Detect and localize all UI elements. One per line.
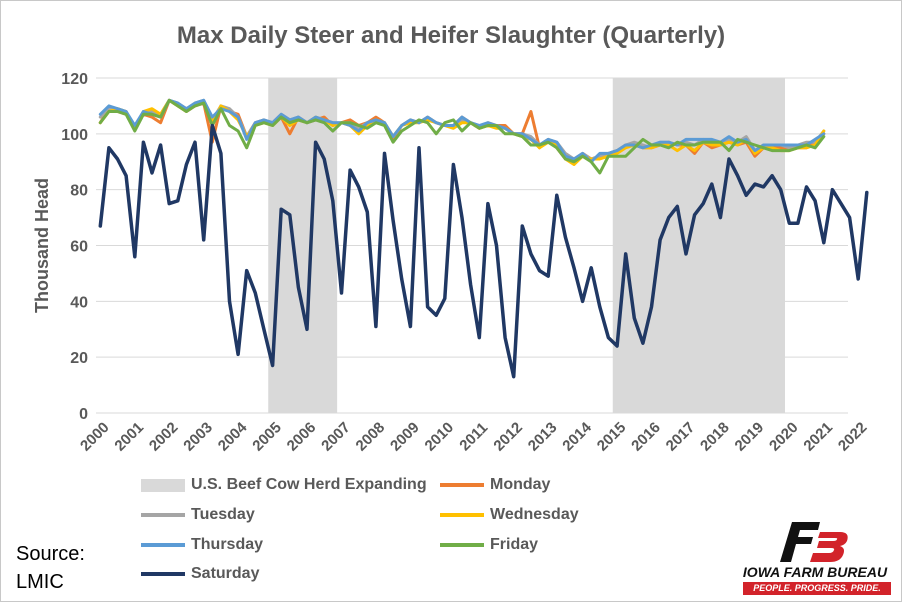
farm-bureau-logo-icon [780,522,848,562]
y-tick-label-40: 40 [70,294,88,311]
x-tick-label-2020: 2020 [766,419,802,455]
x-tick-label-2021: 2021 [800,419,836,455]
y-tick-label-0: 0 [79,406,88,423]
legend-swatch-saturday [141,572,185,576]
x-tick-label-2002: 2002 [146,419,182,455]
legend-swatch-thursday [141,543,185,547]
legend-item-saturday: Saturday [141,565,259,583]
legend-label-cow-herd: U.S. Beef Cow Herd Expanding [191,476,427,493]
legend-swatch-wednesday [440,513,484,517]
x-tick-label-2004: 2004 [215,419,251,455]
x-tick-label-2001: 2001 [111,419,147,455]
x-tick-label-2005: 2005 [249,419,285,455]
legend-swatch-monday [440,483,484,487]
y-axis-label: Thousand Head [32,178,52,313]
source-note: Source: LMIC [16,540,85,596]
y-tick-label-80: 80 [70,183,88,200]
legend-swatch-tuesday [141,513,185,517]
legend-label-monday: Monday [490,476,551,493]
x-tick-label-2019: 2019 [732,419,768,455]
series-line-saturday [98,123,869,379]
legend-label-thursday: Thursday [191,536,264,553]
x-tick-label-2013: 2013 [525,419,561,455]
legend-label-friday: Friday [490,536,539,553]
x-tick-label-2006: 2006 [284,419,320,455]
legend-label-saturday: Saturday [191,565,260,582]
x-tick-label-2014: 2014 [559,419,595,455]
y-tick-label-100: 100 [61,127,88,144]
legend-item-tuesday: Tuesday [141,506,255,524]
legend-swatch-friday [440,543,484,547]
y-tick-label-120: 120 [61,71,88,88]
x-tick-label-2000: 2000 [77,419,113,455]
logo-tagline: PEOPLE. PROGRESS. PRIDE. [743,582,891,595]
x-tick-label-2022: 2022 [835,419,871,455]
legend-label-tuesday: Tuesday [191,506,255,523]
series-line-friday [98,98,826,175]
legend-item-friday: Friday [440,536,538,554]
x-tick-label-2015: 2015 [594,419,630,455]
legend-item-thursday: Thursday [141,536,263,554]
x-tick-label-2011: 2011 [456,419,491,454]
source-value: LMIC [16,571,64,593]
x-tick-label-2012: 2012 [490,419,526,455]
legend-label-wednesday: Wednesday [490,506,579,523]
x-tick-label-2018: 2018 [697,419,733,455]
x-tick-label-2008: 2008 [353,419,389,455]
y-tick-label-20: 20 [70,350,88,367]
x-tick-label-2007: 2007 [318,419,354,455]
legend-item-cow-herd: U.S. Beef Cow Herd Expanding [141,476,427,494]
x-tick-label-2003: 2003 [180,419,216,455]
x-tick-label-2010: 2010 [422,419,458,455]
y-tick-label-60: 60 [70,239,88,256]
legend-item-wednesday: Wednesday [440,506,579,524]
x-tick-label-2016: 2016 [628,419,664,455]
x-tick-label-2017: 2017 [663,419,699,455]
x-tick-label-2009: 2009 [387,419,423,455]
legend-swatch-cow-herd [141,478,185,492]
chart-title: Max Daily Steer and Heifer Slaughter (Qu… [176,22,726,49]
source-label: Source: [16,543,85,565]
farm-bureau-logo: IOWA FARM BUREAU PEOPLE. PROGRESS. PRIDE… [735,520,895,595]
legend-item-monday: Monday [440,476,550,494]
logo-name: IOWA FARM BUREAU [742,564,888,580]
